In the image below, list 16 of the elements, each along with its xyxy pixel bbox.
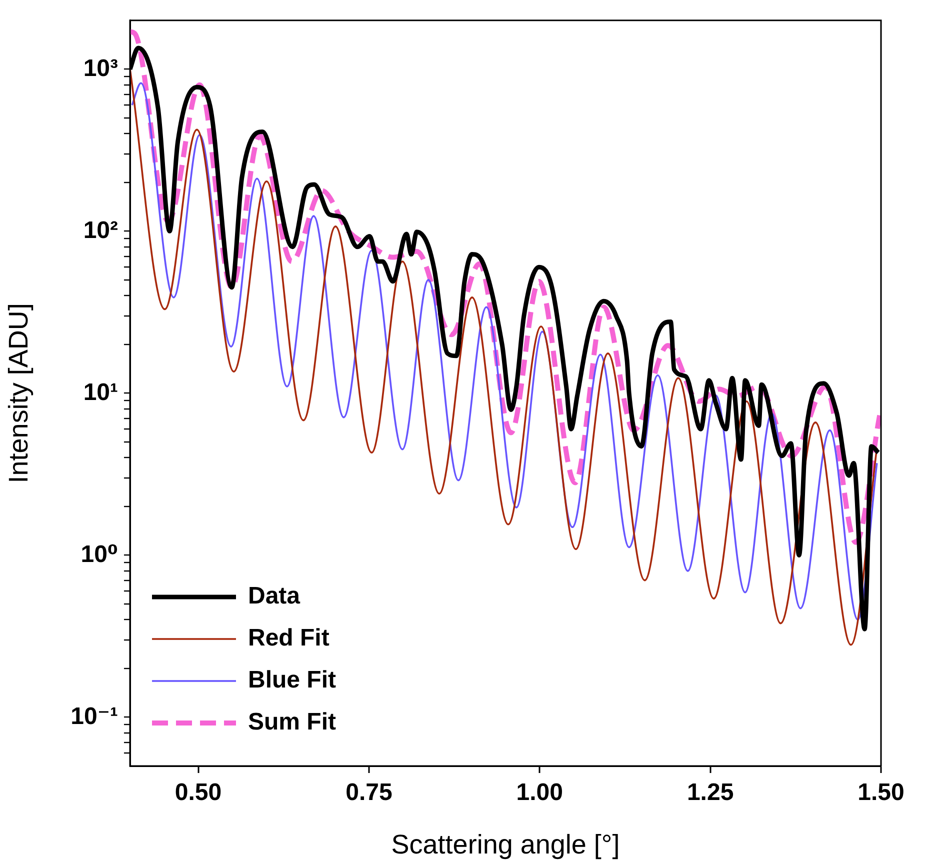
y-tick-label: 10³ [83, 54, 118, 82]
legend-label: Sum Fit [248, 708, 336, 736]
legend-label: Data [248, 582, 301, 610]
x-tick-label: 1.25 [686, 779, 734, 806]
y-tick-label: 10⁻¹ [70, 702, 118, 730]
y-axis-title: Intensity [ADU] [4, 303, 34, 484]
x-tick-label: 0.50 [174, 779, 222, 806]
x-tick-label: 1.50 [858, 779, 904, 806]
x-axis-title: Scattering angle [°] [391, 829, 620, 860]
y-tick-label: 10¹ [83, 378, 118, 406]
x-tick-label: 0.75 [346, 779, 392, 806]
y-tick-label: 10⁰ [80, 540, 118, 568]
legend-label: Blue Fit [248, 666, 336, 694]
legend-label: Red Fit [248, 624, 330, 652]
y-tick-label: 10² [83, 216, 118, 244]
x-tick-label: 1.00 [516, 779, 563, 806]
